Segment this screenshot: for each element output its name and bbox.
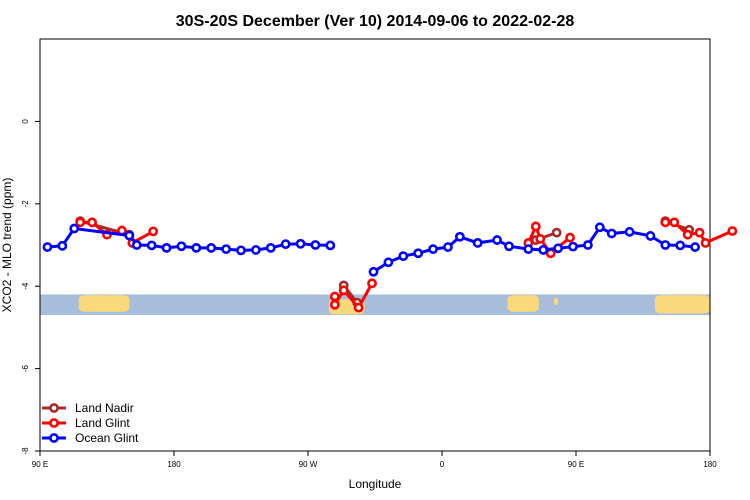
x-tick-label: 90 W bbox=[299, 460, 318, 469]
land-glint-point bbox=[682, 229, 693, 240]
legend-land-nadir-marker bbox=[49, 403, 59, 413]
land-glint-point bbox=[535, 233, 546, 244]
series bbox=[42, 216, 738, 313]
ocean-glint-point bbox=[161, 242, 172, 253]
ocean-glint-point bbox=[454, 231, 465, 242]
legend-land-glint-marker bbox=[49, 418, 59, 428]
y-tick-label: -8 bbox=[21, 447, 30, 455]
land-glint-point bbox=[367, 278, 377, 289]
map-band bbox=[40, 294, 710, 316]
ocean-glint-point bbox=[660, 240, 671, 250]
land-patch bbox=[507, 295, 539, 312]
ocean-glint-point bbox=[624, 226, 635, 237]
x-tick-label: 90 E bbox=[32, 460, 48, 469]
ocean-glint-point bbox=[492, 235, 502, 245]
land-glint-point bbox=[669, 217, 680, 228]
x-tick-label: 180 bbox=[703, 460, 717, 469]
x-tick-label: 90 E bbox=[568, 460, 584, 469]
y-tick-label: 0 bbox=[21, 119, 30, 124]
land-patch bbox=[654, 295, 710, 314]
ocean-glint-point bbox=[594, 222, 605, 233]
ocean-glint-point bbox=[675, 240, 686, 251]
ocean-glint-series bbox=[42, 222, 701, 277]
ocean-glint-point bbox=[413, 248, 424, 259]
ocean-glint-point bbox=[295, 238, 306, 249]
land-glint-point bbox=[565, 232, 575, 243]
ocean-glint-point bbox=[250, 245, 261, 255]
land-glint-point bbox=[329, 299, 340, 310]
ocean-glint-point bbox=[383, 257, 394, 268]
chart-title: 30S-20S December (Ver 10) 2014-09-06 to … bbox=[176, 13, 575, 30]
ocean-glint-point bbox=[690, 242, 701, 252]
ocean-glint-point bbox=[553, 243, 564, 254]
land-glint-point bbox=[530, 221, 541, 232]
ocean-glint-point bbox=[583, 240, 593, 250]
ocean-glint-point bbox=[538, 245, 549, 255]
x-axis-label: Longitude bbox=[349, 477, 402, 491]
ocean-glint-point bbox=[443, 242, 453, 252]
legend-ocean-glint-marker bbox=[49, 433, 59, 443]
land-glint-point bbox=[329, 291, 340, 302]
legend-ocean-glint-label: Ocean Glint bbox=[75, 431, 139, 445]
land-glint-point bbox=[727, 226, 738, 236]
ocean-glint-point bbox=[645, 231, 656, 241]
ocean-glint-point bbox=[131, 240, 142, 250]
ocean-glint-point bbox=[57, 240, 68, 251]
ocean-glint-point bbox=[504, 241, 514, 252]
ocean-glint-point bbox=[606, 228, 617, 239]
ocean-glint-point bbox=[568, 241, 578, 252]
ocean-glint-point bbox=[206, 242, 217, 253]
ocean-glint-point bbox=[146, 240, 157, 251]
ocean-glint-line bbox=[372, 225, 696, 274]
ocean-glint-point bbox=[191, 242, 202, 253]
plot-frame bbox=[39, 38, 711, 452]
ocean-glint-point bbox=[280, 239, 291, 250]
y-tick-label: -4 bbox=[21, 282, 30, 290]
ocean-glint-point bbox=[368, 266, 379, 277]
ocean-glint-point bbox=[265, 242, 276, 253]
ocean-glint-point bbox=[42, 242, 53, 252]
land-patch bbox=[553, 297, 559, 306]
ocean-glint-point bbox=[69, 223, 80, 234]
land-glint-point bbox=[694, 227, 705, 238]
y-tick-label: -2 bbox=[21, 200, 30, 208]
land-glint-point bbox=[75, 217, 86, 228]
land-glint-point bbox=[148, 226, 159, 237]
ocean-glint-point bbox=[236, 245, 246, 256]
ocean-glint-point bbox=[472, 238, 483, 248]
x-tick-label: 180 bbox=[167, 460, 181, 469]
y-axis-label: XCO2 - MLO trend (ppm) bbox=[0, 178, 14, 313]
land-glint-point bbox=[353, 302, 364, 313]
legend-land-glint-label: Land Glint bbox=[75, 416, 130, 430]
ocean-band bbox=[40, 294, 710, 316]
y-tick-label: -6 bbox=[21, 364, 30, 372]
axis-ticks: 90 E 180 90 W 0 90 E 180 0 -2 -4 -6 -8 bbox=[21, 119, 717, 469]
x-tick-label: 0 bbox=[440, 460, 445, 469]
ocean-glint-point bbox=[325, 240, 336, 251]
ocean-glint-point bbox=[124, 230, 135, 241]
land-glint-point bbox=[87, 217, 98, 228]
ocean-glint-point bbox=[310, 240, 321, 250]
ocean-glint-point bbox=[176, 241, 187, 252]
land-glint-point bbox=[700, 238, 711, 248]
land-glint-point bbox=[338, 285, 349, 296]
ocean-glint-point bbox=[398, 251, 409, 262]
ocean-glint-point bbox=[221, 244, 232, 255]
land-patch bbox=[78, 295, 130, 312]
land-nadir-point bbox=[551, 227, 562, 238]
ocean-glint-point bbox=[428, 244, 438, 255]
ocean-glint-point bbox=[523, 244, 534, 255]
legend-land-nadir-label: Land Nadir bbox=[75, 401, 134, 415]
land-glint-point bbox=[660, 217, 671, 228]
